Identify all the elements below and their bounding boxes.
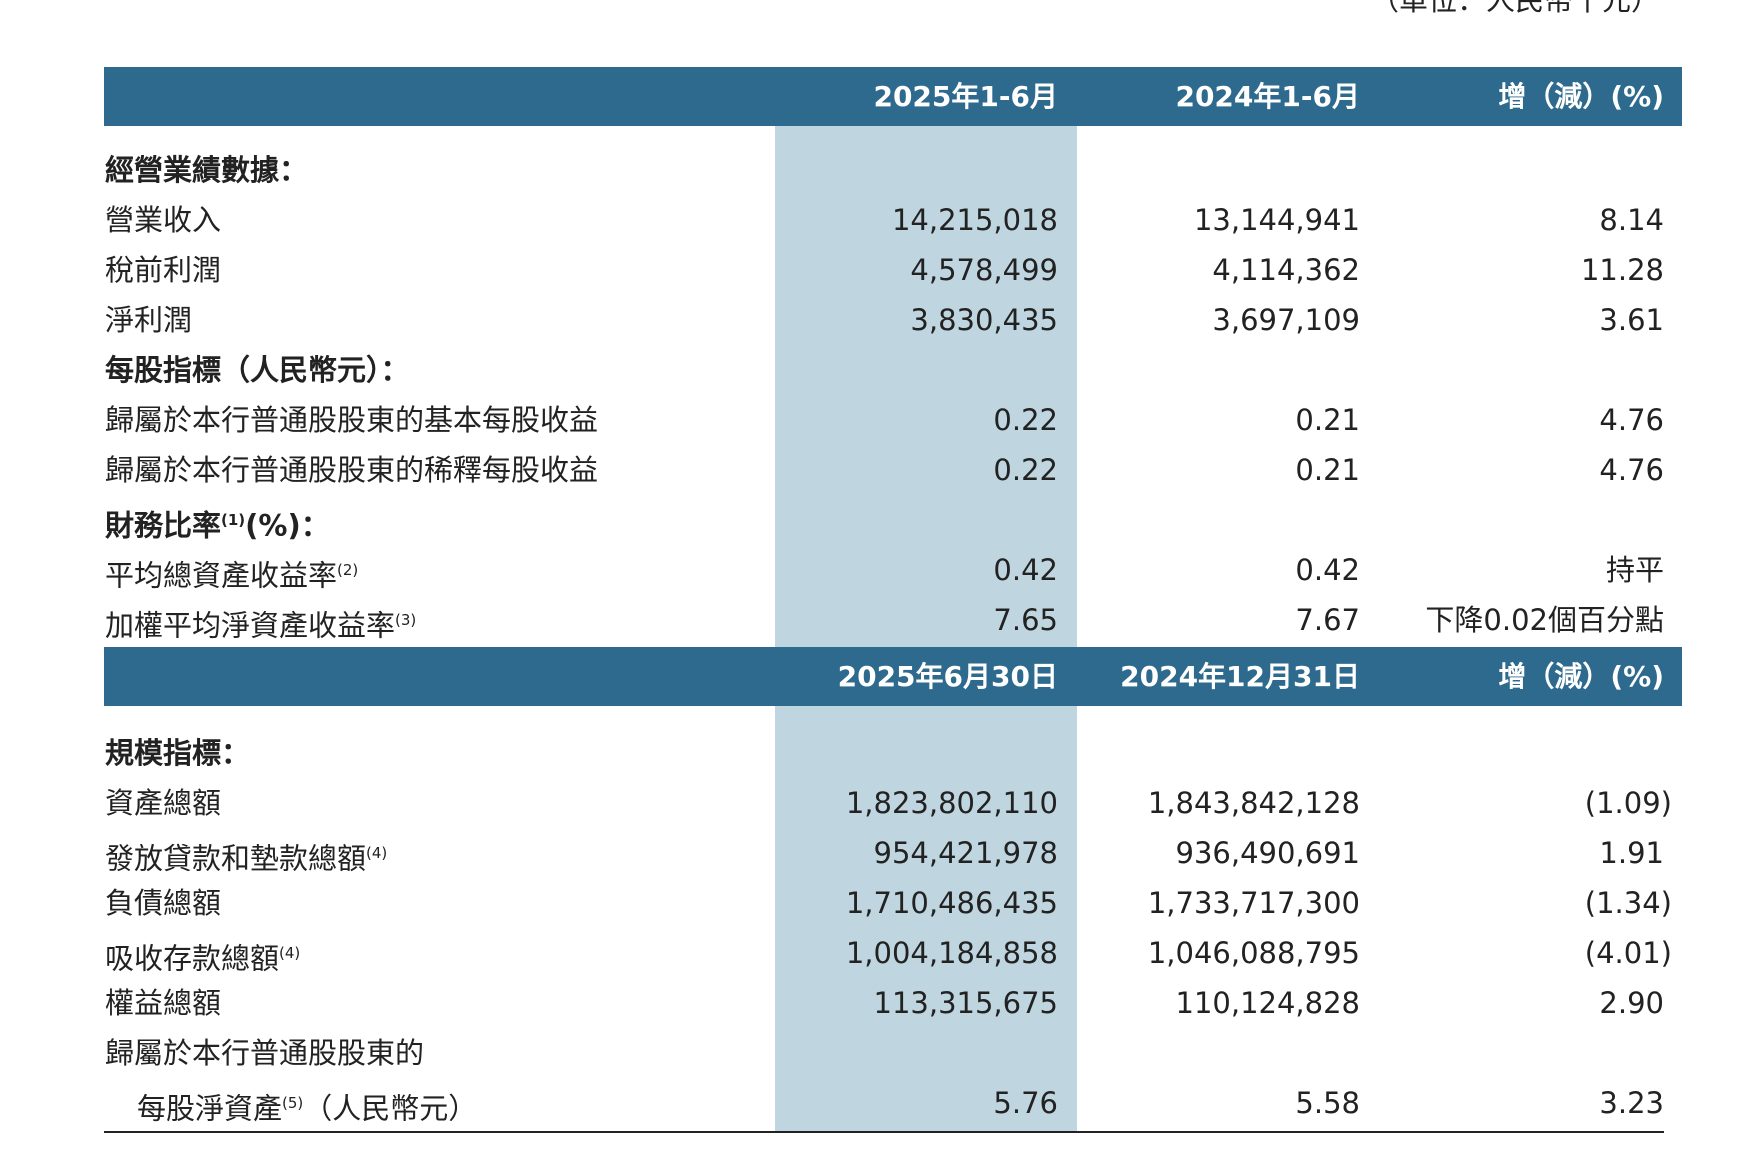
cell-value: 7.65 <box>993 603 1058 637</box>
highlight-column <box>775 706 1077 1132</box>
cell-value: 3.23 <box>1599 1086 1664 1120</box>
row-label-text: 平均總資產收益率 <box>105 558 338 593</box>
cell-value: 5.76 <box>993 1086 1058 1120</box>
footnote-mark: (4) <box>366 844 388 862</box>
cell-value: 5.58 <box>1295 1086 1360 1120</box>
group-title: 財務比率(1)(%)： <box>105 500 330 546</box>
footnote-mark: (1) <box>221 511 246 529</box>
row-label: 負債總額 <box>105 883 221 923</box>
cell-value: 持平 <box>1605 553 1664 587</box>
cell-value: 0.21 <box>1295 403 1360 437</box>
unit-note: （單位：人民幣千元） <box>1369 0 1660 17</box>
header-bar <box>104 67 1682 126</box>
cell-value: 7.67 <box>1295 603 1360 637</box>
row-label: 平均總資產收益率(2) <box>105 550 358 596</box>
group-title-text: 每股指標（人民幣元）： <box>105 353 410 387</box>
row-label: 每股淨資產(5)（人民幣元） <box>137 1083 477 1129</box>
row-label: 發放貸款和墊款總額(4) <box>105 833 387 879</box>
cell-value: 954,421,978 <box>873 836 1059 870</box>
cell-value: 113,315,675 <box>873 986 1059 1020</box>
row-label-text: 發放貸款和墊款總額 <box>105 841 367 876</box>
group-title-suffix: (%)： <box>245 508 330 543</box>
row-label-text: 負債總額 <box>105 886 222 920</box>
row-label-text: 吸收存款總額 <box>105 941 280 976</box>
group-title: 經營業績數據： <box>105 150 308 190</box>
cell-value: 13,144,941 <box>1193 203 1360 237</box>
cell-value: 1,733,717,300 <box>1147 886 1360 920</box>
cell-value: 1,843,842,128 <box>1147 786 1360 820</box>
row-label-text: 每股淨資產 <box>137 1091 283 1126</box>
row-label: 加權平均淨資產收益率(3) <box>105 600 416 646</box>
cell-value: 936,490,691 <box>1175 836 1361 870</box>
group-title-text: 財務比率 <box>105 508 222 543</box>
cell-value: (1.34) <box>1584 886 1672 920</box>
group-title: 每股指標（人民幣元）： <box>105 350 410 390</box>
cell-value: 1,710,486,435 <box>845 886 1058 920</box>
column-header: 2024年12月31日 <box>1120 660 1360 693</box>
cell-value: 1,046,088,795 <box>1147 936 1360 970</box>
cell-value: 0.42 <box>1295 553 1360 587</box>
cell-value: 1,823,802,110 <box>845 786 1058 820</box>
cell-value: (1.09) <box>1584 786 1672 820</box>
cell-value: 8.14 <box>1599 203 1664 237</box>
column-header: 2025年1-6月 <box>873 80 1058 113</box>
row-label: 資產總額 <box>105 783 221 823</box>
row-label-text: 淨利潤 <box>105 303 193 337</box>
row-label-text: 歸屬於本行普通股股東的基本每股收益 <box>105 403 599 437</box>
row-label-text: 權益總額 <box>105 986 222 1020</box>
cell-value: 3,830,435 <box>910 303 1058 337</box>
cell-value: 4.76 <box>1599 453 1664 487</box>
cell-value: 0.22 <box>993 403 1058 437</box>
group-title-text: 經營業績數據： <box>105 153 309 187</box>
cell-value: 1.91 <box>1599 836 1664 870</box>
row-label-text: 歸屬於本行普通股股東的稀釋每股收益 <box>105 453 599 487</box>
row-label: 吸收存款總額(4) <box>105 933 300 979</box>
header-bar <box>104 647 1682 706</box>
cell-value: 1,004,184,858 <box>845 936 1058 970</box>
row-label-text: 資產總額 <box>105 786 222 820</box>
row-label: 歸屬於本行普通股股東的基本每股收益 <box>105 400 598 440</box>
cell-value: 0.42 <box>993 553 1058 587</box>
row-label: 權益總額 <box>105 983 221 1023</box>
cell-value: 14,215,018 <box>891 203 1058 237</box>
cell-value: 110,124,828 <box>1175 986 1361 1020</box>
highlight-column <box>775 126 1077 647</box>
row-label: 淨利潤 <box>105 300 192 340</box>
footnote-mark: (4) <box>279 944 301 962</box>
cell-value: 3.61 <box>1599 303 1664 337</box>
footnote-mark: (2) <box>337 561 359 579</box>
cell-value: 3,697,109 <box>1212 303 1360 337</box>
column-header: 增（減）(%) <box>1498 660 1664 693</box>
group-title: 規模指標： <box>105 733 250 773</box>
cell-value: 0.22 <box>993 453 1058 487</box>
footnote-mark: (3) <box>395 611 417 629</box>
column-header: 2025年6月30日 <box>837 660 1058 693</box>
footnote-mark: (5) <box>282 1094 304 1112</box>
cell-value: 11.28 <box>1580 253 1664 287</box>
row-label: 歸屬於本行普通股股東的 <box>105 1033 424 1073</box>
cell-value: 4,114,362 <box>1212 253 1360 287</box>
row-label-text: 加權平均淨資產收益率 <box>105 608 396 643</box>
column-header: 2024年1-6月 <box>1175 80 1360 113</box>
cell-value: 0.21 <box>1295 453 1360 487</box>
row-label: 營業收入 <box>105 200 221 240</box>
row-label-text: 稅前利潤 <box>105 253 222 287</box>
row-label-suffix: （人民幣元） <box>303 1091 478 1126</box>
cell-value: 4.76 <box>1599 403 1664 437</box>
cell-value: (4.01) <box>1584 936 1672 970</box>
cell-value: 4,578,499 <box>910 253 1058 287</box>
cell-value: 2.90 <box>1599 986 1664 1020</box>
column-header: 增（減）(%) <box>1498 80 1664 113</box>
row-label: 稅前利潤 <box>105 250 221 290</box>
row-label-text: 歸屬於本行普通股股東的 <box>105 1036 425 1070</box>
row-label: 歸屬於本行普通股股東的稀釋每股收益 <box>105 450 598 490</box>
row-label-text: 營業收入 <box>105 203 222 237</box>
bottom-rule <box>104 1131 1664 1133</box>
cell-value: 下降0.02個百分點 <box>1425 603 1664 637</box>
group-title-text: 規模指標： <box>105 736 251 770</box>
